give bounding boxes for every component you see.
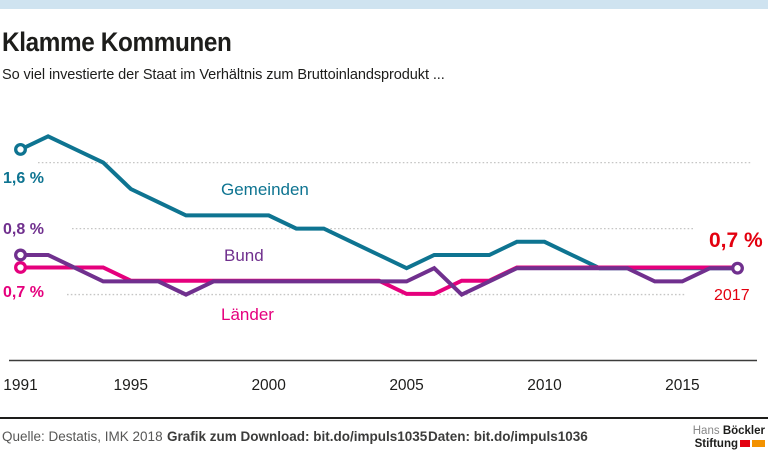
logo-line1: Hans Böckler xyxy=(692,425,765,438)
logo-orange-block xyxy=(752,439,765,447)
logo-boeckler-text: Böckler xyxy=(722,425,765,437)
source-note: Quelle: Destatis, IMK 2018 xyxy=(2,429,163,444)
footer-divider xyxy=(0,417,768,419)
start-value-label-gemeinden: 1,6 % xyxy=(3,170,44,187)
chart-line-bund xyxy=(20,253,738,298)
start-value-label-laender: 0,7 % xyxy=(3,284,44,301)
page-title: Klamme Kommunen xyxy=(2,27,232,57)
download-note: Grafik zum Download: bit.do/impuls1035 xyxy=(167,429,428,444)
page-subtitle: So viel investierte der Staat im Verhält… xyxy=(2,66,445,83)
x-tick-label-1995: 1995 xyxy=(113,377,149,394)
x-tick-label-2010: 2010 xyxy=(527,377,562,394)
start-value-label-bund: 0,8 % xyxy=(3,221,44,238)
start-marker-länder xyxy=(14,261,27,274)
end-value-label: 0,7 % xyxy=(709,229,763,252)
logo-stiftung-text: Stiftung xyxy=(694,437,738,450)
logo-red-block xyxy=(740,439,750,447)
chart-line-gemeinden xyxy=(19,134,738,271)
x-tick-label-2005: 2005 xyxy=(389,377,424,394)
topbar-accent xyxy=(0,0,768,9)
logo-hans-text: Hans xyxy=(692,425,720,437)
x-tick-label-1991: 1991 xyxy=(3,377,38,394)
series-label-bund: Bund xyxy=(224,246,264,265)
data-note: Daten: bit.do/impuls1036 xyxy=(428,429,588,444)
x-tick-label-2015: 2015 xyxy=(665,377,700,394)
end-marker-bund xyxy=(731,261,744,275)
end-year-label: 2017 xyxy=(714,287,750,304)
series-label-laender: Länder xyxy=(221,305,274,324)
start-marker-gemeinden xyxy=(14,143,27,156)
hans-boeckler-logo: Hans Böckler Stiftung xyxy=(692,425,765,451)
start-marker-bund xyxy=(14,248,27,262)
logo-line2: Stiftung xyxy=(693,437,765,451)
series-label-gemeinden: Gemeinden xyxy=(221,180,309,199)
x-tick-label-2000: 2000 xyxy=(251,377,286,394)
